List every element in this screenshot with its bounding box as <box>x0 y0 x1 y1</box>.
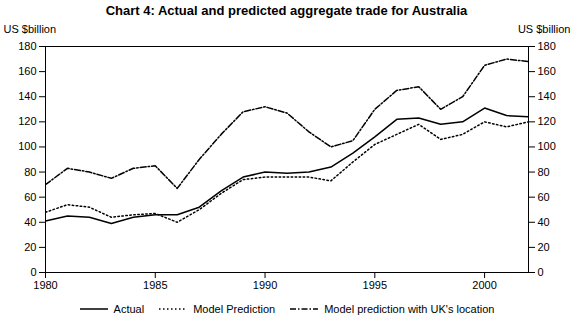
svg-text:1995: 1995 <box>363 279 387 291</box>
svg-text:1990: 1990 <box>253 279 277 291</box>
svg-text:40: 40 <box>24 216 36 228</box>
svg-text:100: 100 <box>538 140 556 152</box>
svg-text:20: 20 <box>24 241 36 253</box>
svg-text:1980: 1980 <box>33 279 57 291</box>
svg-text:120: 120 <box>18 115 36 127</box>
svg-text:0: 0 <box>538 266 544 278</box>
svg-text:40: 40 <box>538 216 550 228</box>
html-text:Actual: Actual <box>113 303 145 315</box>
html-text:Chart 4: Actual and predicted: Chart 4: Actual and predicted aggregate … <box>105 3 468 18</box>
svg-text:US $billion: US $billion <box>4 23 57 35</box>
svg-text:2000: 2000 <box>472 279 496 291</box>
svg-text:0: 0 <box>30 266 36 278</box>
svg-text:180: 180 <box>538 40 556 52</box>
svg-text:60: 60 <box>538 191 550 203</box>
svg-text:1985: 1985 <box>143 279 167 291</box>
svg-text:140: 140 <box>538 90 556 102</box>
svg-text:80: 80 <box>24 166 36 178</box>
svg-text:20: 20 <box>538 241 550 253</box>
svg-text:60: 60 <box>24 191 36 203</box>
svg-text:140: 140 <box>18 90 36 102</box>
svg-text:180: 180 <box>18 40 36 52</box>
html-text:Model prediction with UK's loc: Model prediction with UK's location <box>324 303 495 315</box>
svg-text:100: 100 <box>18 140 36 152</box>
html-text:Model Prediction: Model Prediction <box>193 303 276 315</box>
svg-text:80: 80 <box>538 166 550 178</box>
svg-text:120: 120 <box>538 115 556 127</box>
svg-text:160: 160 <box>538 65 556 77</box>
svg-text:US $billion: US $billion <box>518 23 571 35</box>
svg-text:160: 160 <box>18 65 36 77</box>
